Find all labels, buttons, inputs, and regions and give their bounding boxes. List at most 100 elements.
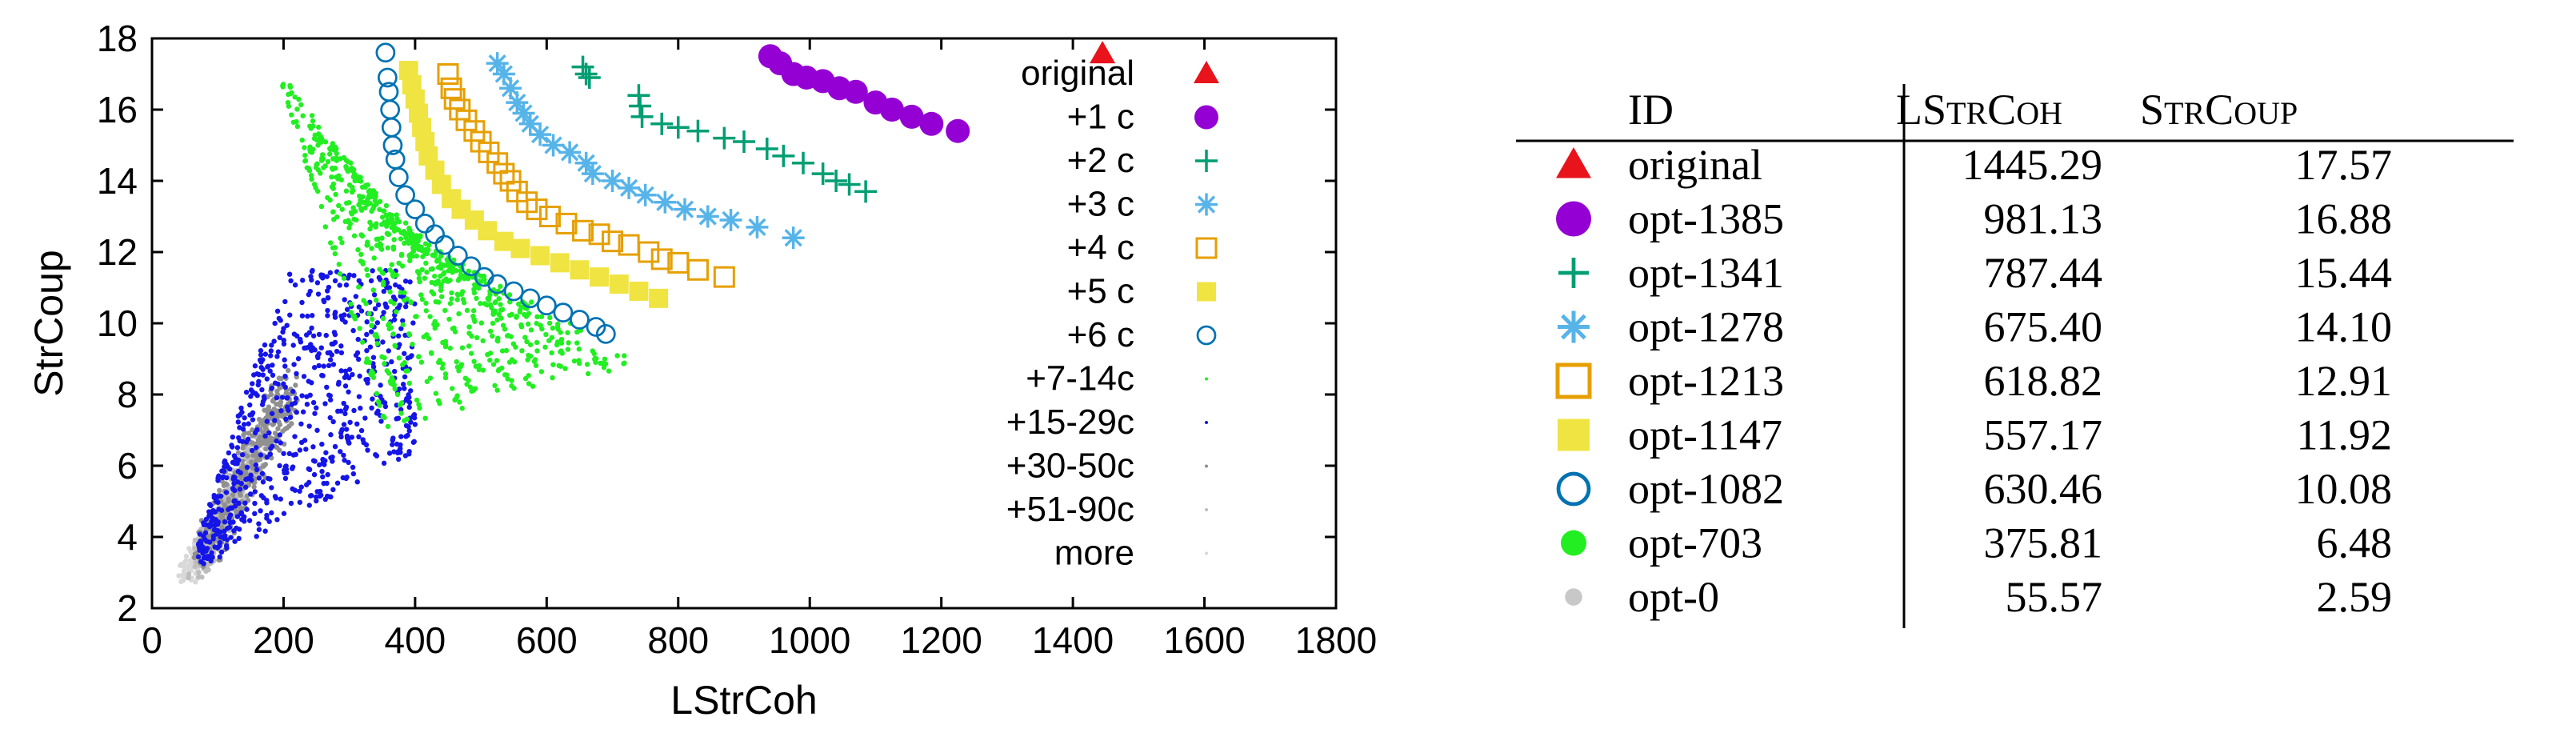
band-point bbox=[414, 397, 420, 403]
table-row-marker bbox=[1565, 588, 1582, 606]
band-point bbox=[427, 314, 433, 319]
band-point bbox=[574, 329, 580, 335]
data-point bbox=[630, 105, 654, 128]
band-point bbox=[183, 553, 190, 559]
band-point bbox=[343, 404, 350, 411]
band-point bbox=[422, 415, 428, 421]
band-point bbox=[373, 331, 379, 338]
band-point bbox=[467, 384, 474, 390]
band-point bbox=[398, 290, 403, 295]
band-point bbox=[406, 404, 412, 411]
band-point bbox=[336, 202, 342, 209]
band-point bbox=[406, 332, 413, 338]
data-point bbox=[380, 99, 401, 120]
band-point bbox=[538, 369, 545, 375]
band-point bbox=[342, 297, 347, 302]
band-point bbox=[341, 422, 347, 427]
band-point bbox=[500, 306, 506, 312]
band-point bbox=[487, 328, 494, 334]
band-point bbox=[436, 258, 442, 263]
band-point bbox=[310, 123, 316, 129]
band-point bbox=[351, 233, 358, 238]
legend-entry: more bbox=[1054, 534, 1209, 573]
band-point bbox=[310, 333, 317, 338]
band-point bbox=[546, 338, 552, 343]
band-point bbox=[319, 468, 325, 475]
band-point bbox=[338, 177, 344, 182]
band-point bbox=[509, 378, 514, 383]
band-point bbox=[350, 327, 356, 334]
y-tick-label: 4 bbox=[117, 516, 138, 558]
band-point bbox=[238, 405, 244, 411]
band-point bbox=[327, 350, 333, 355]
band-point bbox=[379, 235, 385, 241]
band-point bbox=[413, 238, 419, 245]
band-point bbox=[474, 295, 479, 302]
band-point bbox=[264, 498, 270, 503]
band-point bbox=[178, 579, 184, 584]
band-point bbox=[442, 371, 449, 377]
band-point bbox=[364, 356, 370, 362]
data-point bbox=[494, 231, 514, 251]
data-point bbox=[919, 111, 944, 136]
band-point bbox=[281, 337, 286, 343]
band-point bbox=[423, 308, 429, 314]
band-point bbox=[405, 368, 410, 374]
band-point bbox=[386, 348, 392, 354]
band-point bbox=[267, 451, 274, 457]
band-point bbox=[302, 145, 307, 150]
band-point bbox=[385, 423, 391, 430]
band-point bbox=[427, 375, 434, 381]
band-point bbox=[476, 366, 482, 373]
band-point bbox=[327, 397, 334, 403]
band-point bbox=[284, 322, 290, 328]
band-point bbox=[496, 296, 502, 302]
band-point bbox=[358, 251, 364, 258]
band-point bbox=[221, 468, 227, 475]
band-point bbox=[371, 192, 377, 198]
band-point bbox=[268, 348, 274, 354]
band-point bbox=[269, 385, 275, 391]
band-point bbox=[382, 361, 387, 366]
band-point bbox=[509, 383, 514, 389]
band-point bbox=[314, 405, 319, 411]
band-point bbox=[408, 238, 414, 243]
band-point bbox=[381, 460, 387, 467]
band-point bbox=[338, 235, 343, 241]
band-point bbox=[239, 439, 246, 444]
band-point bbox=[391, 237, 397, 242]
band-point bbox=[382, 219, 387, 225]
band-point bbox=[250, 440, 256, 446]
band-point bbox=[311, 365, 318, 371]
band-point bbox=[249, 477, 254, 483]
band-point bbox=[309, 176, 314, 182]
band-point bbox=[263, 446, 269, 452]
data-point bbox=[581, 162, 604, 186]
band-point bbox=[486, 294, 492, 301]
band-point bbox=[333, 191, 338, 198]
band-point bbox=[490, 362, 497, 367]
band-point bbox=[384, 368, 390, 374]
band-point bbox=[324, 274, 330, 279]
band-point bbox=[310, 399, 317, 406]
band-point bbox=[213, 499, 219, 504]
band-point bbox=[218, 493, 224, 499]
band-point bbox=[196, 570, 202, 575]
band-point bbox=[402, 278, 409, 284]
legend-label: +30-50c bbox=[1006, 447, 1134, 486]
band-point bbox=[423, 246, 429, 252]
legend-label: more bbox=[1054, 534, 1134, 573]
band-point bbox=[442, 307, 448, 314]
legend-entry: +7-14c bbox=[1026, 359, 1209, 399]
band-point bbox=[528, 327, 534, 333]
band-point bbox=[380, 315, 386, 322]
table-cell-strcoup: 14.10 bbox=[2295, 303, 2393, 351]
band-point bbox=[565, 330, 570, 335]
band-point bbox=[364, 347, 370, 354]
band-point bbox=[328, 494, 334, 500]
band-point bbox=[235, 457, 242, 463]
band-point bbox=[310, 118, 316, 124]
band-point bbox=[429, 289, 434, 294]
band-point bbox=[380, 339, 386, 345]
band-point bbox=[383, 202, 390, 209]
